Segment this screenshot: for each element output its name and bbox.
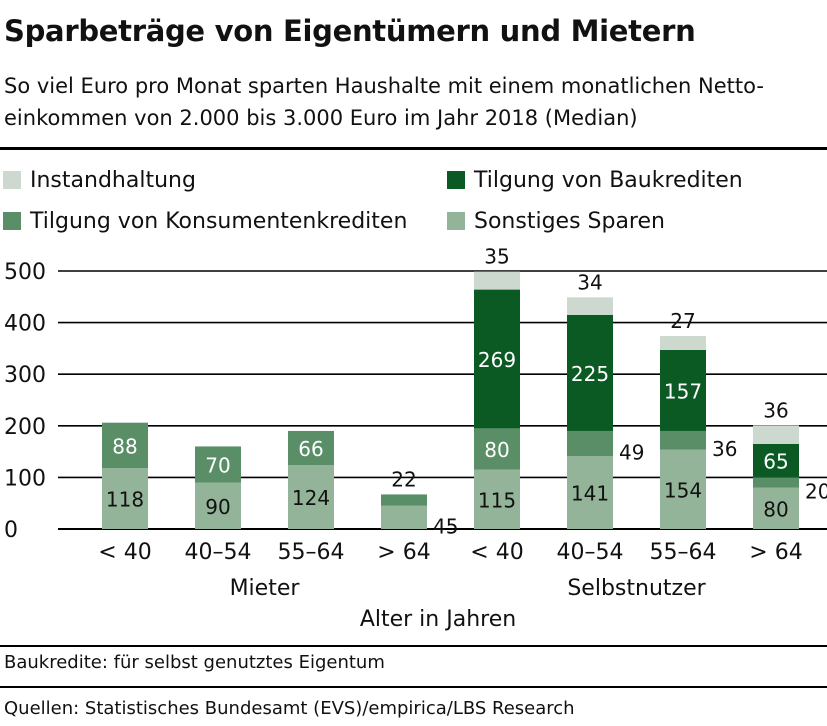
footer-rule-bottom <box>0 686 827 688</box>
data-label: 36 <box>763 398 788 422</box>
data-label: 88 <box>112 434 137 458</box>
y-tick-label: 200 <box>4 415 46 440</box>
data-label: 115 <box>478 488 516 512</box>
x-tick-label: 40–54 <box>185 540 252 565</box>
data-label: 45 <box>433 514 458 538</box>
bar-segment <box>474 428 520 470</box>
bar-segment <box>381 505 427 529</box>
labels-layer: 0 100 200 300 400 500 118 88 < 40 90 70 40–54 124 66 5… <box>4 245 827 601</box>
data-label: 124 <box>292 486 330 510</box>
bar-segment <box>753 477 799 488</box>
bar-segment <box>474 271 520 290</box>
y-tick-label: 0 <box>4 518 18 543</box>
legend-item-sonstiges-sparen: Sonstiges Sparen <box>447 207 665 235</box>
data-label: 66 <box>298 437 323 461</box>
data-label: 65 <box>763 450 788 474</box>
bar-segment <box>567 456 613 529</box>
group-label: Mieter <box>230 576 301 601</box>
bar-segment <box>753 487 799 529</box>
bars-layer <box>102 271 799 529</box>
y-tick-label: 500 <box>4 260 46 285</box>
bar-segment <box>753 425 799 444</box>
bar-segment <box>474 289 520 429</box>
chart-subtitle: So viel Euro pro Monat sparten Haushalte… <box>4 74 764 130</box>
legend-label: Instandhaltung <box>30 167 196 193</box>
chart-title: Sparbeträge von Eigentümern und Mietern <box>4 14 696 48</box>
bar-segment <box>660 430 706 450</box>
legend-swatch <box>447 212 465 230</box>
legend-label: Sonstiges Sparen <box>474 208 665 234</box>
bar-segment <box>660 349 706 431</box>
bar-segment <box>660 336 706 350</box>
stacked-bar-chart: 0 100 200 300 400 500 118 88 < 40 90 70 40–54 124 66 5… <box>4 245 827 632</box>
bar-segment <box>474 469 520 529</box>
legend-item-tilgung-konsumentenkrediten: Tilgung von Konsumentenkrediten <box>3 207 407 235</box>
legend-label: Tilgung von Konsumentenkrediten <box>30 208 408 234</box>
source-note: Quellen: Statistisches Bundesamt (EVS)/e… <box>4 698 575 719</box>
data-label: 154 <box>664 478 702 502</box>
bar-segment <box>102 422 148 469</box>
bar-segment <box>102 468 148 529</box>
data-label: 49 <box>619 441 644 465</box>
data-label: 35 <box>484 245 509 269</box>
data-label: 225 <box>571 362 609 386</box>
data-label: 20 <box>805 480 827 504</box>
data-label: 34 <box>577 270 602 294</box>
data-label: 22 <box>391 467 416 491</box>
footnote: Baukredite: für selbst genutztes Eigentu… <box>4 652 385 673</box>
data-label: 36 <box>712 437 737 461</box>
footer-rule-top <box>0 645 827 647</box>
x-tick-label: 55–64 <box>278 540 345 565</box>
x-tick-label: 55–64 <box>650 540 717 565</box>
legend-swatch <box>3 212 21 230</box>
legend-swatch <box>3 171 21 189</box>
data-label: 70 <box>205 454 230 478</box>
legend-label: Tilgung von Baukrediten <box>474 167 743 193</box>
data-label: 157 <box>664 379 702 403</box>
x-tick-label: > 64 <box>749 540 802 565</box>
bar-segment <box>381 494 427 506</box>
grid-layer <box>58 270 827 530</box>
data-label: 269 <box>478 348 516 372</box>
x-tick-label: < 40 <box>470 540 523 565</box>
y-tick-label: 400 <box>4 312 46 337</box>
bar-segment <box>195 446 241 483</box>
header-rule <box>0 147 827 150</box>
x-axis-title: Alter in Jahren <box>360 607 516 632</box>
group-label: Selbstnutzer <box>567 576 706 601</box>
bar-segment <box>567 430 613 457</box>
bar-segment <box>660 449 706 529</box>
data-label: 27 <box>670 309 695 333</box>
data-label: 141 <box>571 482 609 506</box>
legend-swatch <box>447 171 465 189</box>
bar-segment <box>288 465 334 529</box>
legend-item-instandhaltung: Instandhaltung <box>3 166 196 194</box>
data-label: 80 <box>763 497 788 521</box>
bar-segment <box>567 297 613 315</box>
data-label: 118 <box>106 488 144 512</box>
data-label: 80 <box>484 438 509 462</box>
bar-segment <box>753 443 799 478</box>
bar-segment <box>195 482 241 529</box>
x-tick-label: 40–54 <box>557 540 624 565</box>
legend-item-tilgung-baukrediten: Tilgung von Baukrediten <box>447 166 743 194</box>
bar-segment <box>288 430 334 466</box>
x-tick-label: < 40 <box>98 540 151 565</box>
y-tick-label: 100 <box>4 466 46 491</box>
x-tick-label: > 64 <box>377 540 430 565</box>
bar-segment <box>567 314 613 431</box>
y-tick-label: 300 <box>4 363 46 388</box>
data-label: 90 <box>205 495 230 519</box>
